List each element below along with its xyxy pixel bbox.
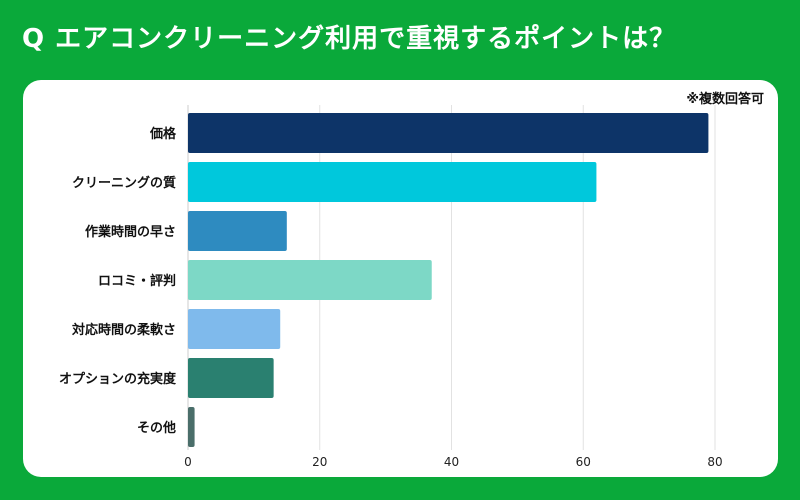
bar-6 (188, 358, 274, 398)
category-label-5: 対応時間の柔軟さ (71, 322, 176, 338)
bar-5 (188, 309, 281, 349)
category-label-1: 価格 (149, 126, 177, 142)
x-tick-label-20: 20 (312, 455, 327, 469)
category-label-4: ロコミ・評判 (98, 273, 176, 289)
multiple-answer-note: ※複数回答可 (686, 92, 764, 107)
x-tick-label-80: 80 (707, 455, 722, 469)
category-label-3: 作業時間の早さ (85, 224, 176, 240)
bar-4 (188, 260, 432, 300)
chart-title: Q エアコンクリーニング利用で重視するポイントは？ (22, 24, 677, 54)
x-tick-label-40: 40 (444, 455, 459, 469)
x-tick-label-0: 0 (184, 455, 192, 469)
category-label-6: オプションの充実度 (59, 371, 177, 387)
category-label-2: クリーニングの質 (72, 175, 176, 191)
x-tick-label-60: 60 (576, 455, 591, 469)
bar-7 (188, 407, 195, 447)
bar-2 (188, 162, 597, 202)
bar-3 (188, 211, 287, 251)
category-label-7: その他 (137, 420, 176, 436)
bar-1 (188, 113, 709, 153)
